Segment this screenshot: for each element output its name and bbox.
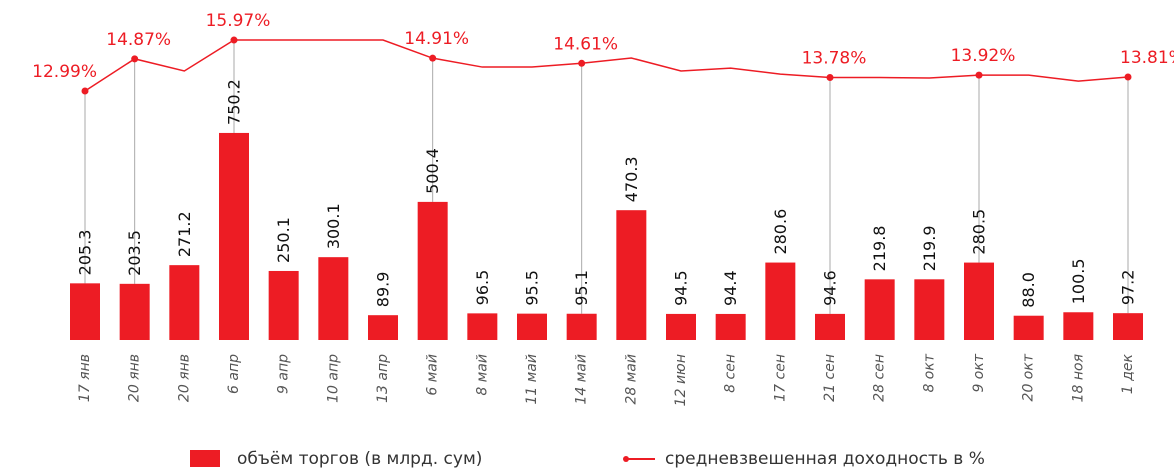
x-tick-label: 11 май <box>524 354 540 405</box>
bar <box>815 313 845 340</box>
bar-label: 94.6 <box>821 270 840 306</box>
bar <box>1013 315 1044 340</box>
yield-point <box>230 36 238 44</box>
bar-label: 500.4 <box>423 148 442 194</box>
yield-point <box>578 59 586 67</box>
yield-label: 12.99% <box>32 62 97 82</box>
bar <box>964 262 994 340</box>
bar <box>616 210 647 340</box>
x-tick-label: 9 окт <box>971 353 987 392</box>
bar-label: 250.1 <box>274 217 293 263</box>
bar-label: 95.5 <box>523 270 542 306</box>
yield-point <box>429 54 437 62</box>
bar-label: 219.9 <box>920 225 939 271</box>
legend-label: объём торгов (в млрд. сум) <box>237 449 482 469</box>
yield-label: 13.92% <box>951 46 1016 66</box>
bar <box>517 313 547 340</box>
bar-label: 280.5 <box>970 209 989 255</box>
yield-point <box>826 73 834 81</box>
x-tick-label: 9 апр <box>276 354 292 394</box>
bar-label: 271.2 <box>175 211 194 257</box>
yield-label: 14.91% <box>404 29 469 49</box>
bar-label: 205.3 <box>76 230 95 276</box>
bar-label: 95.1 <box>572 270 591 306</box>
x-tick-label: 14 май <box>574 354 590 405</box>
bar <box>268 270 299 340</box>
x-tick-label: 17 янв <box>77 354 93 402</box>
bar <box>417 201 448 340</box>
x-tick-label: 8 май <box>474 354 490 396</box>
yield-label: 13.81% <box>1120 48 1174 68</box>
x-tick-label: 8 окт <box>921 353 937 392</box>
x-tick-label: 12 июн <box>673 354 689 406</box>
bar <box>119 283 150 340</box>
yield-point <box>975 71 983 79</box>
x-tick-label: 28 май <box>623 354 639 405</box>
bar-label: 219.8 <box>870 226 889 272</box>
bar <box>219 132 249 340</box>
bar-label: 300.1 <box>324 203 343 249</box>
yield-label: 13.78% <box>802 48 867 68</box>
bar-label: 94.4 <box>721 270 740 306</box>
bar <box>715 313 746 340</box>
x-tick-label: 20 окт <box>1021 353 1037 401</box>
yield-point <box>81 87 89 95</box>
bar-label: 750.2 <box>225 79 244 125</box>
yield-label: 14.87% <box>106 30 171 50</box>
bar-label: 470.3 <box>622 156 641 202</box>
yield-line <box>84 39 1129 92</box>
legend-dot <box>623 456 629 462</box>
bar <box>318 257 349 340</box>
bar <box>666 313 696 340</box>
x-tick-label: 18 ноя <box>1070 354 1086 402</box>
legend-swatch <box>190 450 220 467</box>
x-tick-label: 6 апр <box>226 354 242 394</box>
x-tick-label: 17 сен <box>772 354 788 402</box>
bar-label: 100.5 <box>1069 258 1088 304</box>
legend-label: средневзвешенная доходность в % <box>665 449 985 469</box>
bar <box>914 279 945 340</box>
bar-label: 89.9 <box>374 272 393 308</box>
yield-label: 15.97% <box>206 11 271 31</box>
bar-label: 88.0 <box>1019 272 1038 308</box>
x-tick-label: 20 янв <box>127 354 143 402</box>
bar <box>70 283 100 340</box>
yield-point <box>131 55 139 63</box>
x-tick-label: 28 сен <box>872 354 888 402</box>
x-tick-label: 13 апр <box>375 354 391 403</box>
bar <box>169 265 200 340</box>
bar-label: 97.2 <box>1119 270 1138 306</box>
bar-label: 94.5 <box>672 270 691 306</box>
bar <box>1113 313 1143 340</box>
bar-label: 96.5 <box>473 270 492 306</box>
bar-label: 280.6 <box>771 209 790 255</box>
yield-point <box>1124 73 1132 81</box>
yield-label: 14.61% <box>553 34 618 54</box>
x-tick-label: 21 сен <box>822 354 838 402</box>
x-tick-label: 1 дек <box>1120 353 1136 394</box>
bar <box>864 279 895 340</box>
bar <box>368 315 398 340</box>
x-tick-label: 20 янв <box>176 354 192 402</box>
x-tick-label: 10 апр <box>325 354 341 403</box>
bar <box>765 262 796 340</box>
bar <box>1063 312 1094 340</box>
bar <box>467 313 498 340</box>
x-tick-label: 6 май <box>425 354 441 396</box>
x-tick-label: 8 сен <box>723 354 739 393</box>
bar-label: 203.5 <box>125 230 144 276</box>
bar <box>566 313 597 340</box>
